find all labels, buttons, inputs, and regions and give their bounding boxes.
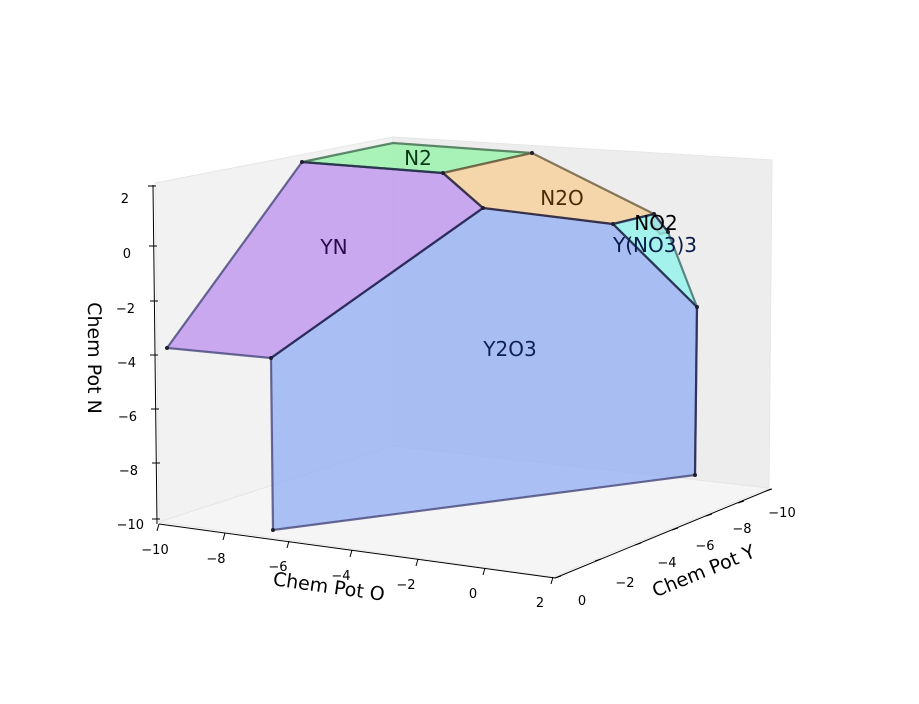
axis-tick-mark — [482, 567, 486, 576]
z-tick-label: −2 — [116, 302, 135, 317]
axis-tick-mark — [765, 488, 773, 492]
x-axis-title: Chem Pot O — [272, 568, 386, 605]
region-label-no2: NO2 — [634, 211, 677, 235]
z-axis-ticks — [148, 185, 160, 520]
axis-tick-mark — [594, 558, 602, 562]
x-axis-ticks — [156, 523, 554, 585]
y-axis-line — [554, 488, 772, 579]
vertex-marker — [300, 160, 304, 164]
y-tick-label: −2 — [615, 576, 634, 591]
vertex-marker — [693, 473, 697, 477]
z-tick-labels: 2 0 −2 −4 −6 −8 −10 — [116, 192, 144, 533]
axis-tick-mark — [634, 542, 642, 546]
region-label-y2o3: Y2O3 — [482, 337, 536, 361]
axis-tick-mark — [286, 540, 290, 549]
x-tick-label: −4 — [331, 569, 350, 584]
axis-tick-mark — [737, 500, 745, 504]
y-tick-labels: 0 −2 −4 −6 −8 −10 — [578, 506, 796, 609]
vertex-marker — [271, 528, 275, 532]
y-axis-ticks — [554, 488, 773, 579]
z-tick-label: −6 — [118, 410, 137, 425]
x-tick-label: −2 — [396, 578, 415, 593]
y-tick-label: −6 — [695, 539, 714, 554]
axis-tick-mark — [415, 558, 419, 567]
region-label-yn: YN — [319, 235, 347, 259]
vertex-marker — [530, 151, 534, 155]
region-labels: Y2O3 YN N2 N2O NO2 Y(NO3)3 — [319, 146, 697, 361]
z-tick-label: 2 — [121, 192, 129, 207]
region-label-n2: N2 — [404, 146, 432, 170]
axis-tick-mark — [156, 523, 160, 532]
region-polygons — [164, 141, 699, 532]
y-tick-label: −4 — [657, 556, 676, 571]
vertex-marker — [165, 346, 169, 350]
vertex-marker — [441, 171, 445, 175]
x-tick-labels: −10 −8 −6 −4 −2 0 2 — [141, 543, 544, 611]
x-tick-label: −6 — [268, 560, 287, 575]
z-tick-label: 0 — [123, 247, 131, 262]
x-tick-label: −10 — [141, 543, 168, 558]
axis-tick-mark — [550, 576, 554, 585]
vertex-marker — [481, 206, 485, 210]
vertex-marker — [666, 230, 670, 234]
vertex-marker — [695, 305, 699, 309]
vertex-marker — [269, 356, 273, 360]
region-label-y-no3-3: Y(NO3)3 — [612, 233, 697, 257]
z-axis-title: Chem Pot N — [83, 302, 105, 414]
z-tick-label: −10 — [117, 518, 144, 533]
y-tick-label: 0 — [578, 594, 586, 609]
axis-tick-mark — [671, 527, 679, 531]
z-tick-label: −8 — [119, 464, 138, 479]
edge-line — [270, 160, 485, 359]
axis-tick-mark — [222, 532, 226, 541]
x-tick-label: 0 — [469, 587, 477, 602]
vertex-markers — [165, 151, 699, 532]
y-tick-label: −10 — [768, 506, 795, 521]
region-label-n2o: N2O — [540, 186, 583, 210]
axis-tick-mark — [705, 513, 713, 517]
x-tick-label: 2 — [536, 596, 544, 611]
z-tick-label: −4 — [117, 356, 136, 371]
axis-tick-mark — [349, 549, 353, 558]
axis-tick-mark — [554, 575, 562, 579]
x-tick-label: −8 — [206, 552, 225, 567]
y-tick-label: −8 — [732, 522, 751, 537]
edge-line — [482, 206, 669, 233]
vertex-marker — [611, 222, 615, 226]
vertex-marker — [652, 212, 656, 216]
